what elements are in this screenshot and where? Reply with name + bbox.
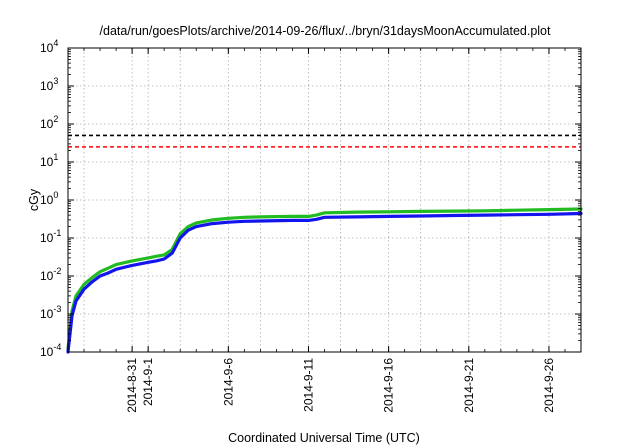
series-line-1 bbox=[66, 207, 583, 351]
x-tick-label: 2014-9-16 bbox=[382, 358, 396, 413]
series-group bbox=[66, 207, 583, 354]
x-tick-label: 2014-8-31 bbox=[125, 358, 139, 413]
grid bbox=[68, 48, 581, 352]
x-tick-label: 2014-9-21 bbox=[462, 358, 476, 413]
y-tick-label: 102 bbox=[40, 114, 58, 131]
y-tick-label: 10-4 bbox=[40, 342, 61, 359]
x-tick-label: 2014-9-1 bbox=[141, 358, 155, 406]
series-line-2 bbox=[66, 211, 583, 354]
reference-lines bbox=[68, 134, 581, 148]
y-axis-label: cGy bbox=[27, 188, 41, 211]
x-tick-label: 2014-9-6 bbox=[221, 358, 235, 406]
y-tick-label: 101 bbox=[40, 152, 58, 169]
x-tick-label: 2014-9-11 bbox=[301, 358, 315, 412]
y-tick-label: 100 bbox=[40, 190, 58, 207]
x-axis-ticks: 2014-8-31 2014-9-1 2014-9-6 2014-9-11 2014-9… bbox=[83, 48, 566, 413]
y-tick-label: 10-2 bbox=[40, 266, 61, 283]
y-tick-label: 10-1 bbox=[40, 228, 61, 245]
chart-title: /data/run/goesPlots/archive/2014-09-26/f… bbox=[100, 24, 551, 38]
x-axis-label: Coordinated Universal Time (UTC) bbox=[228, 431, 420, 445]
y-tick-label: 10-3 bbox=[40, 304, 61, 321]
x-tick-label: 2014-9-26 bbox=[542, 358, 556, 413]
y-tick-label: 103 bbox=[40, 76, 58, 93]
y-axis-ticks: 10-4 10-3 10-2 10-1 100 101 102 103 104 bbox=[40, 38, 581, 359]
y-tick-label: 104 bbox=[40, 38, 58, 55]
